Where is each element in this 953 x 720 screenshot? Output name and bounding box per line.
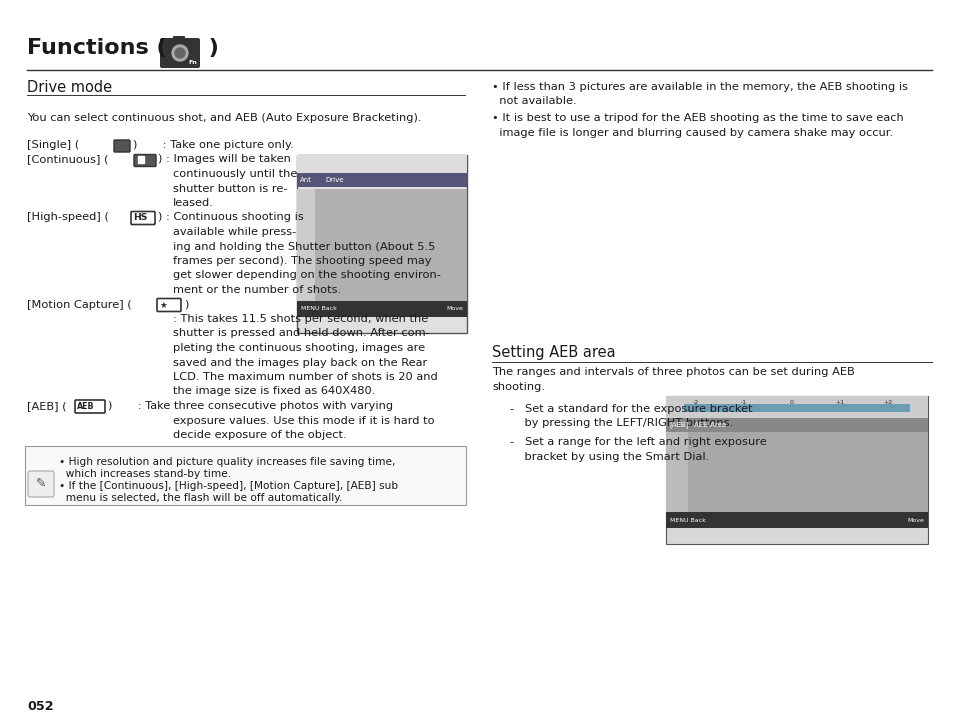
Text: -   Set a range for the left and right exposure: - Set a range for the left and right exp… (510, 437, 766, 447)
Text: exposure values. Use this mode if it is hard to: exposure values. Use this mode if it is … (172, 415, 435, 426)
Bar (296, 155, 467, 333)
Text: Drive: Drive (325, 177, 343, 183)
Text: )       : Take one picture only.: ) : Take one picture only. (132, 140, 294, 150)
Text: • High resolution and picture quality increases file saving time,: • High resolution and picture quality in… (59, 457, 395, 467)
Circle shape (172, 45, 188, 61)
Text: ): ) (184, 300, 188, 310)
Text: shooting.: shooting. (492, 382, 544, 392)
Text: pleting the continuous shooting, images are: pleting the continuous shooting, images … (172, 343, 425, 353)
Bar (665, 396, 927, 544)
Text: frames per second). The shooting speed may: frames per second). The shooting speed m… (172, 256, 431, 266)
Text: ): ) (201, 38, 218, 58)
Text: The ranges and intervals of three photos can be set during AEB: The ranges and intervals of three photos… (492, 367, 854, 377)
Text: Ant: Ant (299, 177, 312, 183)
Text: ★: ★ (159, 300, 167, 310)
Bar (665, 396, 927, 418)
Text: [Motion Capture] (: [Motion Capture] ( (27, 300, 132, 310)
Text: available while press-: available while press- (172, 227, 296, 237)
Bar (296, 301, 467, 317)
Text: AEB: AEB (77, 402, 94, 411)
Bar (138, 156, 144, 163)
Text: [Continuous] (: [Continuous] ( (27, 155, 109, 164)
Text: [High-speed] (: [High-speed] ( (27, 212, 109, 222)
FancyBboxPatch shape (75, 400, 105, 413)
Text: leased.: leased. (172, 198, 213, 208)
Text: • If less than 3 pictures are available in the memory, the AEB shooting is: • If less than 3 pictures are available … (492, 82, 907, 92)
Bar (296, 189, 314, 317)
Text: MENU Back: MENU Back (669, 518, 705, 523)
FancyBboxPatch shape (131, 212, 154, 225)
Text: Fn: Fn (188, 60, 196, 65)
Text: HS: HS (132, 214, 147, 222)
Text: • If the [Continuous], [High-speed], [Motion Capture], [AEB] sub: • If the [Continuous], [High-speed], [Mo… (59, 481, 397, 491)
Text: bracket by using the Smart Dial.: bracket by using the Smart Dial. (510, 451, 708, 462)
Text: decide exposure of the object.: decide exposure of the object. (172, 430, 346, 440)
Text: saved and the images play back on the Rear: saved and the images play back on the Re… (172, 358, 427, 367)
Text: image file is longer and blurring caused by camera shake may occur.: image file is longer and blurring caused… (492, 127, 892, 138)
Text: +1: +1 (835, 400, 843, 405)
Bar (296, 155, 467, 173)
Text: the image size is fixed as 640X480.: the image size is fixed as 640X480. (172, 387, 375, 397)
Text: Move: Move (906, 518, 923, 523)
Text: [AEB] (: [AEB] ( (27, 401, 67, 411)
Text: [AEB]: [AEB] (668, 422, 688, 428)
Bar (296, 173, 467, 187)
Text: MENU Back: MENU Back (301, 307, 336, 312)
Text: )       : Take three consecutive photos with varying: ) : Take three consecutive photos with v… (108, 401, 393, 411)
Text: shutter button is re-: shutter button is re- (172, 184, 287, 194)
Text: shutter is pressed and held down. After com-: shutter is pressed and held down. After … (172, 328, 429, 338)
Text: You can select continuous shot, and AEB (Auto Exposure Bracketing).: You can select continuous shot, and AEB … (27, 113, 421, 123)
FancyBboxPatch shape (160, 38, 200, 68)
Bar (665, 418, 927, 432)
Text: 0: 0 (789, 400, 793, 405)
Bar (665, 512, 927, 528)
FancyBboxPatch shape (113, 140, 130, 152)
FancyBboxPatch shape (25, 446, 465, 505)
FancyBboxPatch shape (172, 36, 185, 44)
Text: ) : Images will be taken: ) : Images will be taken (158, 155, 291, 164)
Text: : This takes 11.5 shots per second, when the: : This takes 11.5 shots per second, when… (172, 314, 428, 324)
Text: menu is selected, the flash will be off automatically.: menu is selected, the flash will be off … (59, 493, 342, 503)
Text: which increases stand-by time.: which increases stand-by time. (59, 469, 231, 479)
Text: LCD. The maximum number of shots is 20 and: LCD. The maximum number of shots is 20 a… (172, 372, 437, 382)
Text: ) : Continuous shooting is: ) : Continuous shooting is (158, 212, 303, 222)
Text: [Single] (: [Single] ( (27, 140, 79, 150)
FancyBboxPatch shape (133, 155, 156, 166)
Circle shape (174, 48, 185, 58)
Text: continuously until the: continuously until the (172, 169, 297, 179)
Text: Functions (: Functions ( (27, 38, 174, 58)
Text: 052: 052 (27, 700, 53, 713)
Text: by pressing the LEFT/RIGHT buttons.: by pressing the LEFT/RIGHT buttons. (510, 418, 732, 428)
Text: +2: +2 (882, 400, 892, 405)
Text: Drive mode: Drive mode (27, 80, 112, 95)
Text: not available.: not available. (492, 96, 576, 107)
Bar (665, 432, 687, 528)
Text: Setting AEB area: Setting AEB area (492, 345, 615, 360)
Text: ing and holding the Shutter button (About 5.5: ing and holding the Shutter button (Abou… (172, 241, 435, 251)
Text: get slower depending on the shooting environ-: get slower depending on the shooting env… (172, 271, 440, 281)
Text: -   Set a standard for the exposure bracket: - Set a standard for the exposure bracke… (510, 404, 752, 414)
Text: • It is best to use a tripod for the AEB shooting as the time to save each: • It is best to use a tripod for the AEB… (492, 113, 902, 123)
Text: -1: -1 (740, 400, 746, 405)
Bar (687, 432, 927, 528)
FancyBboxPatch shape (28, 471, 54, 497)
Bar (314, 189, 467, 317)
Text: ment or the number of shots.: ment or the number of shots. (172, 285, 341, 295)
Text: Move: Move (446, 307, 462, 312)
Text: AEB Area: AEB Area (693, 422, 725, 428)
Text: ✎: ✎ (35, 477, 46, 490)
Bar (683, 404, 909, 412)
FancyBboxPatch shape (157, 299, 181, 312)
Text: -2: -2 (692, 400, 699, 405)
